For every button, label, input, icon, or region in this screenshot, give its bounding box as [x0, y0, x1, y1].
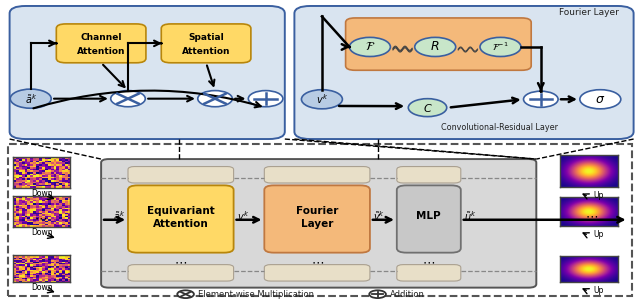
Circle shape	[111, 91, 145, 107]
Text: MLP: MLP	[417, 211, 441, 221]
Circle shape	[301, 90, 342, 109]
Text: $\cdots$: $\cdots$	[422, 255, 435, 268]
Text: Attention: Attention	[77, 47, 125, 56]
Circle shape	[177, 290, 194, 298]
Circle shape	[198, 91, 232, 107]
Text: $\cdots$: $\cdots$	[310, 255, 324, 268]
Text: Equivariant: Equivariant	[147, 206, 214, 216]
Circle shape	[415, 37, 456, 57]
FancyBboxPatch shape	[161, 24, 251, 63]
Circle shape	[524, 91, 558, 107]
Text: $\tilde{a}^k$: $\tilde{a}^k$	[24, 92, 37, 106]
Text: $\sigma$: $\sigma$	[595, 93, 605, 106]
Text: $\mathcal{F}^{-1}$: $\mathcal{F}^{-1}$	[492, 41, 509, 53]
Text: $C$: $C$	[422, 102, 433, 114]
Circle shape	[349, 37, 390, 57]
Text: Convolutional-Residual Layer: Convolutional-Residual Layer	[441, 123, 557, 132]
FancyBboxPatch shape	[128, 265, 234, 281]
Text: Down: Down	[31, 189, 52, 198]
Text: Down: Down	[31, 283, 52, 292]
Text: $v^k$: $v^k$	[316, 92, 328, 106]
Text: Layer: Layer	[301, 219, 333, 229]
Text: Up: Up	[593, 191, 604, 200]
Text: $\tilde{a}^k$: $\tilde{a}^k$	[113, 209, 125, 223]
Circle shape	[580, 90, 621, 109]
FancyBboxPatch shape	[128, 185, 234, 253]
Text: $\mathcal{F}$: $\mathcal{F}$	[365, 40, 375, 54]
FancyBboxPatch shape	[128, 167, 234, 183]
Text: Up: Up	[593, 230, 604, 239]
FancyBboxPatch shape	[397, 185, 461, 253]
Text: $\tilde{u}^k$: $\tilde{u}^k$	[464, 209, 476, 223]
Circle shape	[408, 99, 447, 117]
Text: Up: Up	[593, 286, 604, 295]
Circle shape	[10, 89, 51, 108]
Text: Addition: Addition	[390, 290, 425, 299]
Text: $R$: $R$	[431, 40, 440, 54]
FancyBboxPatch shape	[294, 6, 634, 139]
Bar	[8, 144, 632, 296]
Text: Attention: Attention	[182, 47, 230, 56]
Text: $v^k$: $v^k$	[237, 209, 249, 223]
FancyBboxPatch shape	[10, 6, 285, 139]
Circle shape	[248, 91, 283, 107]
FancyBboxPatch shape	[264, 167, 370, 183]
Text: $\cdots$: $\cdots$	[586, 210, 598, 223]
FancyBboxPatch shape	[264, 185, 370, 253]
FancyBboxPatch shape	[397, 167, 461, 183]
FancyBboxPatch shape	[346, 18, 531, 70]
Circle shape	[480, 37, 521, 57]
Text: Spatial: Spatial	[188, 33, 224, 42]
FancyBboxPatch shape	[397, 265, 461, 281]
Text: Fourier: Fourier	[296, 206, 339, 216]
Text: Fourier Layer: Fourier Layer	[559, 8, 619, 17]
FancyBboxPatch shape	[264, 265, 370, 281]
Text: $\cdots$: $\cdots$	[34, 212, 47, 225]
Text: $\cdots$: $\cdots$	[174, 255, 188, 268]
Text: Down: Down	[31, 228, 52, 237]
Text: Element-wise Multiplication: Element-wise Multiplication	[198, 290, 314, 299]
Text: $\tilde{v}^k$: $\tilde{v}^k$	[373, 209, 385, 223]
FancyBboxPatch shape	[101, 159, 536, 288]
Text: Channel: Channel	[81, 33, 122, 42]
Text: Attention: Attention	[153, 219, 209, 229]
FancyBboxPatch shape	[56, 24, 146, 63]
Circle shape	[369, 290, 386, 298]
